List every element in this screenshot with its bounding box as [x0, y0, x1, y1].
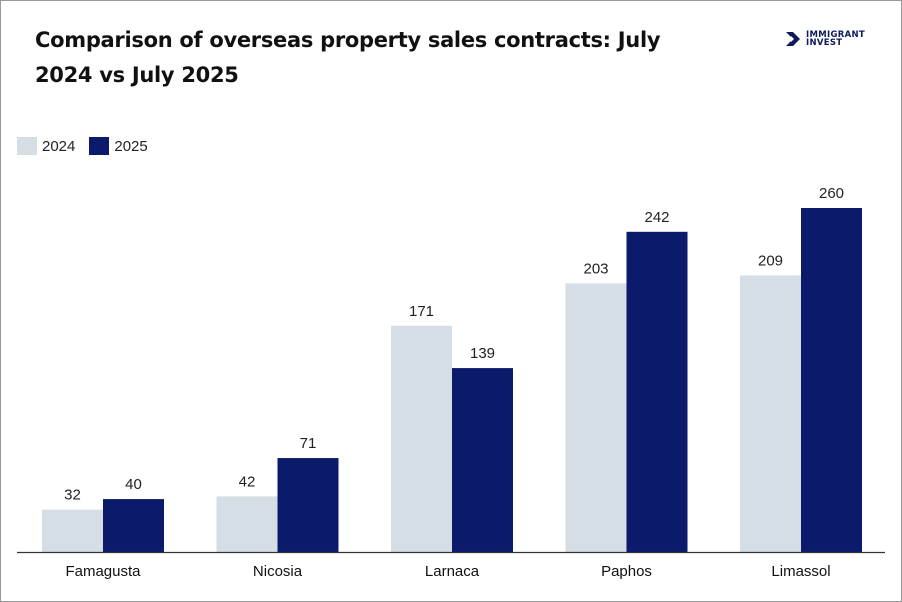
category-label-limassol: Limassol: [771, 563, 830, 580]
arrow-logo-icon: [786, 32, 800, 46]
bar-limassol-2025: [801, 208, 862, 552]
value-label-larnaca-2024: 171: [409, 303, 434, 320]
chart-title: Comparison of overseas property sales co…: [35, 28, 661, 87]
value-label-paphos-2024: 203: [583, 260, 608, 277]
bar-famagusta-2024: [42, 509, 103, 552]
value-label-limassol-2025: 260: [819, 185, 844, 202]
value-label-famagusta-2025: 40: [125, 476, 142, 493]
bar-nicosia-2025: [277, 458, 339, 552]
bar-larnaca-2024: [391, 325, 452, 552]
value-label-limassol-2024: 209: [758, 252, 783, 269]
category-label-larnaca: Larnaca: [425, 563, 480, 580]
value-label-nicosia-2024: 42: [239, 473, 256, 490]
chart-legend: 2024 2025: [17, 137, 162, 155]
legend-item-2024: 2024: [17, 137, 75, 155]
bar-famagusta-2025: [103, 499, 164, 552]
value-label-paphos-2025: 242: [644, 209, 669, 226]
logo-text: IMMIGRANT INVEST: [806, 30, 865, 48]
legend-swatch-2024: [17, 137, 37, 155]
bar-limassol-2024: [740, 275, 801, 552]
category-label-nicosia: Nicosia: [253, 563, 303, 580]
bar-nicosia-2024: [216, 496, 278, 552]
legend-item-2025: 2025: [89, 137, 148, 155]
value-label-famagusta-2024: 32: [64, 487, 81, 504]
bar-larnaca-2025: [452, 368, 513, 552]
category-label-paphos: Paphos: [601, 563, 652, 580]
legend-swatch-2025: [89, 137, 110, 155]
legend-label-2025: 2025: [114, 137, 148, 155]
brand-logo: IMMIGRANT INVEST: [784, 28, 865, 50]
logo-line-1: IMMIGRANT: [806, 30, 865, 40]
logo-line-2: INVEST: [806, 38, 843, 48]
value-label-nicosia-2025: 71: [300, 435, 317, 452]
bar-paphos-2024: [565, 283, 627, 552]
bar-paphos-2025: [626, 231, 688, 553]
value-label-larnaca-2025: 139: [470, 345, 495, 362]
legend-label-2024: 2024: [42, 137, 76, 155]
category-label-famagusta: Famagusta: [65, 563, 141, 580]
